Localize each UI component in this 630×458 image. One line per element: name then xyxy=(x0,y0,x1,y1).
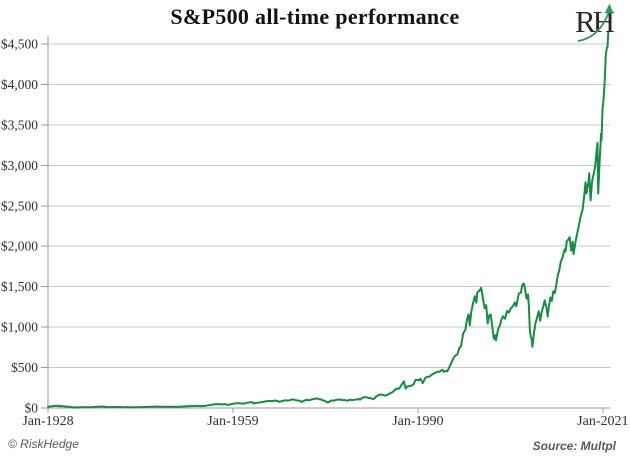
y-tick-label: $4,000 xyxy=(1,77,38,92)
y-tick-label: $3,500 xyxy=(1,117,38,132)
y-tick-label: $4,500 xyxy=(1,37,38,52)
source-label: Source: Multpl xyxy=(532,439,616,453)
sp500-series-line xyxy=(47,30,610,409)
x-tick-label: Jan-1928 xyxy=(22,414,73,429)
x-tick-label: Jan-1959 xyxy=(207,414,258,429)
y-tick-label: $500 xyxy=(11,360,38,375)
y-tick-label: $1,500 xyxy=(1,279,38,294)
copyright-label: © RiskHedge xyxy=(8,437,79,451)
y-tick-label: $3,000 xyxy=(1,158,38,173)
riskhedge-logo: RH xyxy=(575,2,621,46)
y-tick-label: $2,500 xyxy=(1,198,38,213)
chart-title: S&P500 all-time performance xyxy=(170,4,460,29)
y-tick-label: $1,000 xyxy=(1,320,38,335)
y-tick-label: $0 xyxy=(25,401,39,416)
logo-arrow-icon xyxy=(577,3,613,42)
x-tick-label: Jan-1990 xyxy=(392,414,443,429)
x-tick-label: Jan-2021 xyxy=(577,414,628,429)
y-tick-label: $2,000 xyxy=(1,239,38,254)
